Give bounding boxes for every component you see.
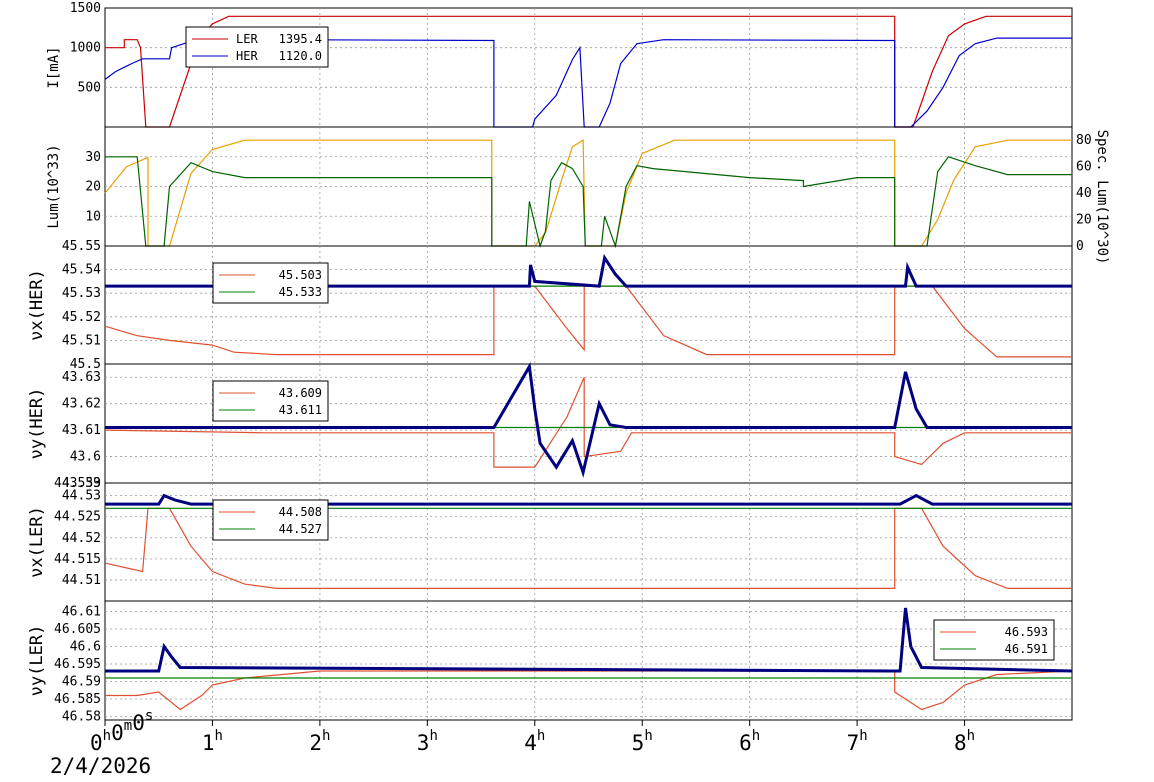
y-tick-label: 46.58: [62, 710, 101, 725]
legend-value: 44.527: [279, 522, 322, 536]
y-tick-label: 46.61: [62, 605, 101, 620]
y-tick-label: 20: [85, 180, 101, 195]
legend-box: [212, 499, 329, 541]
x-tick-label: 3h: [417, 728, 438, 755]
y-tick-label: 43.59: [62, 476, 101, 491]
y-axis-label: Lum(10^33): [46, 144, 62, 228]
y-tick-label: 43.6: [70, 450, 101, 465]
legend-name: LER: [236, 32, 258, 46]
y-tick-label: 43.61: [62, 423, 101, 438]
y-tick-label: 45.55: [62, 239, 101, 254]
x-tick-label: 1h: [202, 728, 223, 755]
y-tick-label: 44.52: [62, 531, 101, 546]
panel-current: 500 1000 1500 I[mA] LER 1395.4 HER 1120.0: [46, 1, 1073, 128]
panel-frame: [104, 600, 1073, 721]
y-tick-label: 44.525: [54, 510, 101, 525]
panel-luminosity: 10 20 30 0 20 40 60 80 Spec. Lum(10^30) Lum(10^33…: [46, 126, 1110, 265]
y-tick-label-right: 80: [1076, 133, 1092, 148]
y-tick-label: 500: [78, 80, 101, 95]
legend-value: 44.508: [279, 505, 322, 519]
legend-value: 45.503: [279, 268, 322, 282]
series-nux_her-meas: [105, 253, 1072, 288]
series-nuy_her-meas: [105, 362, 1072, 478]
series-nuy_ler-meas: [105, 607, 1073, 673]
y-tick-label-right: 20: [1076, 213, 1092, 228]
x-tick-label: 7h: [847, 728, 868, 755]
y-tick-label: 30: [85, 150, 101, 165]
x-tick-label: 0h0m0s: [90, 708, 153, 755]
y-tick-label: 45.5: [70, 357, 101, 372]
panel-nuy_her: 43.59 43.6 43.61 43.62 43.63 νy(HER) 43.609 43.…: [27, 362, 1073, 491]
y-tick-label: 46.59: [62, 675, 101, 690]
y-tick-label: 43.62: [62, 397, 101, 412]
date-label: 2/4/2026: [50, 754, 152, 778]
panel-nuy_ler: 46.58 46.585 46.59 46.595 46.6 46.605 46.61 νy(…: [27, 600, 1073, 725]
y-tick-label: 44.515: [54, 552, 101, 567]
legend-name: HER: [236, 49, 258, 63]
x-tick-label: 2h: [309, 728, 330, 755]
y-tick-label: 46.595: [54, 657, 101, 672]
y-axis-label: νx(LER): [27, 506, 47, 578]
legend-box: [185, 26, 329, 68]
legend-value: 1395.4: [279, 32, 322, 46]
legend-box: [933, 619, 1055, 661]
y-tick-label-right: 60: [1076, 160, 1092, 175]
y-axis-label: νy(LER): [27, 625, 47, 697]
y-tick-label: 45.53: [62, 286, 101, 301]
panel-nux_her: 45.5 45.51 45.52 45.53 45.54 45.55 νx(HER) 45.5…: [27, 239, 1073, 372]
y-tick-label: 45.54: [62, 263, 101, 278]
y-tick-label: 46.6: [70, 640, 101, 655]
x-tick-label: 8h: [954, 728, 975, 755]
y-tick-label: 1000: [70, 41, 101, 56]
legend-value: 45.533: [279, 285, 322, 299]
y-tick-label: 1500: [70, 1, 101, 16]
legend-value: 1120.0: [279, 49, 322, 63]
x-tick-label: 4h: [524, 728, 545, 755]
legend-box: [212, 262, 329, 304]
y-axis-label: I[mA]: [46, 46, 62, 88]
series-nuy_ler-set: [105, 670, 1073, 711]
series-current-her: [104, 37, 1072, 128]
y-tick-label-right: 0: [1076, 239, 1084, 254]
y-tick-label: 44.51: [62, 573, 101, 588]
y-tick-label: 44.533: [54, 476, 101, 491]
y-axis-label-right: Spec. Lum(10^30): [1094, 130, 1110, 265]
series-luminosity-spec-lum: [104, 139, 1072, 247]
y-tick-label: 10: [85, 209, 101, 224]
series-luminosity-lum: [105, 156, 1072, 249]
x-tick-label: 6h: [739, 728, 760, 755]
y-tick-label: 45.52: [62, 310, 101, 325]
legend-value: 46.591: [1005, 642, 1048, 656]
y-tick-label: 45.51: [62, 333, 101, 348]
y-axis-label: νx(HER): [27, 269, 47, 341]
y-tick-label: 46.585: [54, 692, 101, 707]
x-tick-label: 5h: [632, 728, 653, 755]
legend-value: 43.611: [279, 403, 322, 417]
legend-value: 43.609: [279, 386, 322, 400]
legend-value: 46.593: [1005, 625, 1048, 639]
series-nuy_her-set: [104, 376, 1072, 468]
series-current-ler: [105, 15, 1072, 128]
y-axis-label: νy(HER): [27, 388, 47, 460]
legend-box: [212, 380, 329, 422]
y-tick-label: 43.63: [62, 370, 101, 385]
y-tick-label-right: 40: [1076, 186, 1092, 201]
y-tick-label: 44.53: [62, 489, 101, 504]
y-tick-label: 46.605: [54, 622, 101, 637]
series-nux_ler-meas: [105, 493, 1072, 506]
